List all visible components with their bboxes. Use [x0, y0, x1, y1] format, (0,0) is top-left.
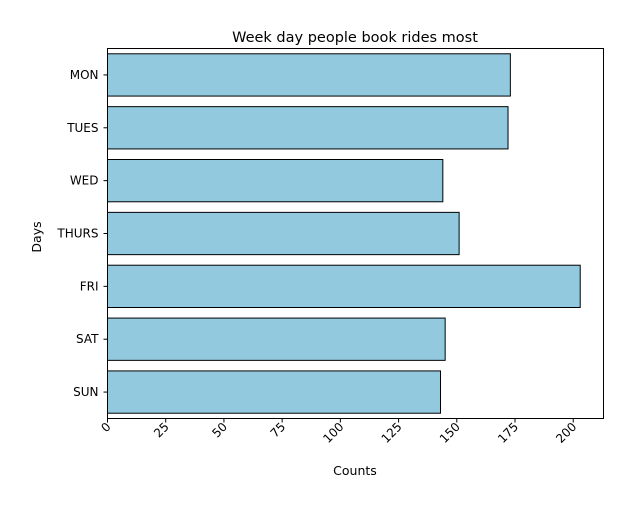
bar-sun: [107, 370, 441, 414]
y-axis-label: Days: [29, 221, 44, 252]
x-axis: 0 25 50 75 100 125 150 175 200: [98, 418, 579, 446]
bar-fri: [107, 264, 581, 309]
chart-title: Week day people book rides most: [232, 30, 478, 46]
bar-thurs: [107, 211, 460, 256]
y-axis: MON TUES WED THURS FRI SAT SUN: [56, 68, 108, 399]
y-tick-label: THURS: [56, 227, 98, 241]
x-tick-label: 175: [495, 420, 521, 446]
x-tick-label: 75: [268, 420, 289, 441]
x-axis-label: Counts: [333, 463, 377, 478]
bar-sat: [107, 317, 446, 361]
x-tick-label: 25: [151, 420, 172, 441]
x-tick-label: 125: [379, 420, 405, 446]
y-tick-label: WED: [70, 174, 99, 188]
x-tick-label: 0: [98, 420, 113, 435]
x-tick-label: 100: [320, 420, 346, 446]
x-tick-label: 150: [437, 420, 463, 446]
bars-group: [107, 53, 581, 414]
y-tick-label: SUN: [73, 385, 98, 399]
x-tick-label: 50: [209, 420, 230, 441]
y-tick-label: MON: [70, 68, 99, 82]
bar-wed: [107, 159, 444, 203]
x-tick-label: 200: [553, 420, 579, 446]
bar-tues: [107, 106, 509, 150]
y-tick-label: FRI: [80, 279, 99, 293]
bar-mon: [107, 53, 511, 97]
y-tick-label: SAT: [76, 332, 99, 346]
y-tick-label: TUES: [66, 121, 98, 135]
